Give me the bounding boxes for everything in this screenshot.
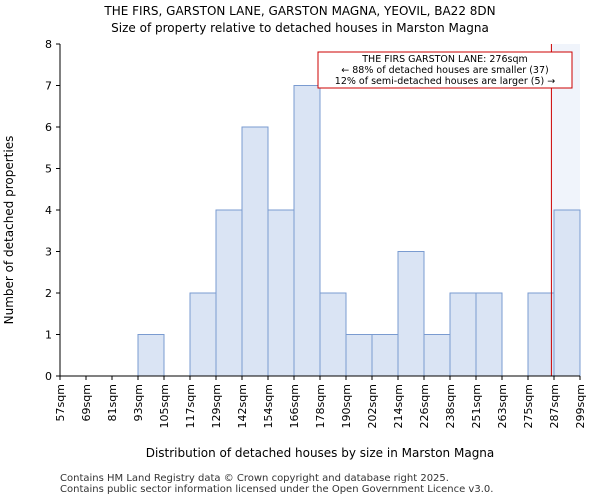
histogram-bar bbox=[371, 334, 399, 377]
x-tick-label: 190sqm bbox=[340, 384, 353, 428]
y-tick-label: 0 bbox=[45, 370, 52, 383]
histogram-bar bbox=[215, 209, 243, 377]
x-tick-label: 299sqm bbox=[574, 384, 587, 428]
annotation-line-1: THE FIRS GARSTON LANE: 276sqm bbox=[361, 54, 528, 65]
y-tick-label: 5 bbox=[45, 163, 52, 176]
y-tick-label: 8 bbox=[45, 38, 52, 51]
histogram-bar bbox=[137, 334, 165, 377]
x-tick-label: 81sqm bbox=[106, 384, 119, 421]
x-axis-label: Distribution of detached houses by size … bbox=[146, 446, 495, 460]
x-tick-label: 214sqm bbox=[392, 384, 405, 428]
y-tick-label: 1 bbox=[45, 329, 52, 342]
annotation-box bbox=[317, 51, 573, 89]
footer-licence: Contains public sector information licen… bbox=[60, 484, 494, 495]
footer-copyright: Contains HM Land Registry data © Crown c… bbox=[60, 473, 449, 484]
x-tick-label: 202sqm bbox=[366, 384, 379, 428]
x-tick-label: 263sqm bbox=[496, 384, 509, 428]
y-tick-label: 3 bbox=[45, 246, 52, 259]
annotation-line-3: 12% of semi-detached houses are larger (… bbox=[335, 76, 555, 87]
histogram-bar bbox=[449, 292, 477, 377]
x-tick-label: 238sqm bbox=[444, 384, 457, 428]
x-tick-label: 226sqm bbox=[418, 384, 431, 428]
x-tick-label: 275sqm bbox=[522, 384, 535, 428]
histogram-bar bbox=[241, 126, 269, 377]
histogram-bar bbox=[319, 292, 347, 377]
x-tick-label: 105sqm bbox=[158, 384, 171, 428]
chart-title: THE FIRS, GARSTON LANE, GARSTON MAGNA, Y… bbox=[104, 4, 496, 18]
y-tick-label: 2 bbox=[45, 287, 52, 300]
histogram-bar bbox=[423, 334, 451, 377]
histogram-bar bbox=[527, 292, 555, 377]
x-tick-label: 154sqm bbox=[262, 384, 275, 428]
y-axis-label: Number of detached properties bbox=[2, 136, 16, 325]
histogram-bar bbox=[475, 292, 503, 377]
x-tick-label: 93sqm bbox=[132, 384, 145, 421]
histogram-bar bbox=[345, 334, 373, 377]
x-tick-label: 287sqm bbox=[548, 384, 561, 428]
annotation-line-2: ← 88% of detached houses are smaller (37… bbox=[341, 65, 548, 76]
x-tick-label: 117sqm bbox=[184, 384, 197, 428]
y-tick-label: 7 bbox=[45, 80, 52, 93]
x-tick-label: 69sqm bbox=[80, 384, 93, 421]
x-tick-label: 166sqm bbox=[288, 384, 301, 428]
histogram-bar bbox=[397, 251, 425, 377]
histogram-bar bbox=[189, 292, 217, 377]
x-tick-label: 178sqm bbox=[314, 384, 327, 428]
y-tick-label: 4 bbox=[45, 204, 52, 217]
histogram-bar bbox=[553, 209, 581, 377]
y-tick-label: 6 bbox=[45, 121, 52, 134]
x-tick-label: 57sqm bbox=[54, 384, 67, 421]
histogram-bar bbox=[293, 85, 321, 377]
histogram-bar bbox=[267, 209, 295, 377]
chart-subtitle: Size of property relative to detached ho… bbox=[111, 21, 489, 35]
x-tick-label: 129sqm bbox=[210, 384, 223, 428]
x-tick-label: 142sqm bbox=[236, 384, 249, 428]
x-tick-label: 251sqm bbox=[470, 384, 483, 428]
